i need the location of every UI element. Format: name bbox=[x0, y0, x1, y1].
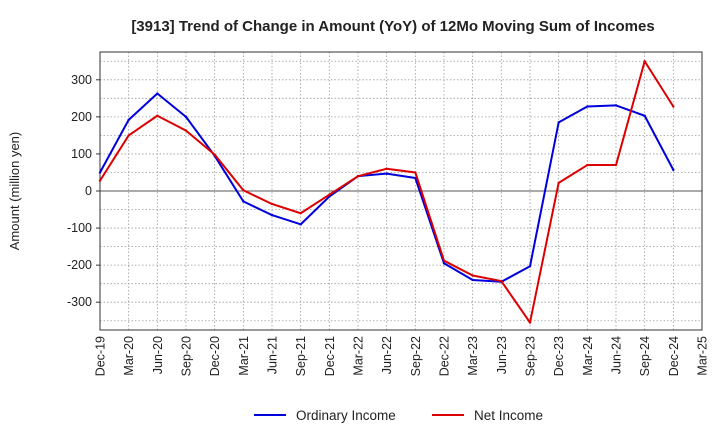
x-tick-label: Mar-23 bbox=[466, 336, 480, 376]
y-axis-title: Amount (million yen) bbox=[7, 132, 22, 251]
y-tick-label: 300 bbox=[71, 73, 92, 87]
x-tick-label: Sep-24 bbox=[638, 336, 652, 376]
y-tick-label: -300 bbox=[67, 295, 92, 309]
legend-item: Ordinary Income bbox=[254, 408, 396, 423]
data-point bbox=[270, 213, 274, 217]
x-tick-label: Mar-25 bbox=[696, 336, 710, 376]
data-point bbox=[471, 274, 474, 277]
data-point bbox=[184, 115, 188, 119]
legend-label: Ordinary Income bbox=[296, 408, 396, 423]
x-tick-label: Mar-21 bbox=[237, 336, 251, 376]
x-tick-label: Dec-21 bbox=[323, 336, 337, 376]
x-tick-label: Dec-24 bbox=[667, 336, 681, 376]
data-point bbox=[356, 174, 360, 178]
y-tick-label: 200 bbox=[71, 110, 92, 124]
x-tick-label: Dec-23 bbox=[552, 336, 566, 376]
x-tick-label: Jun-21 bbox=[266, 336, 280, 374]
data-point bbox=[586, 163, 589, 167]
chart-title: [3913] Trend of Change in Amount (YoY) o… bbox=[131, 18, 654, 35]
data-point bbox=[127, 118, 130, 122]
x-tick-label: Sep-21 bbox=[294, 336, 308, 376]
data-point bbox=[328, 193, 331, 196]
data-point bbox=[557, 121, 560, 124]
data-point bbox=[98, 179, 102, 182]
data-point bbox=[500, 279, 503, 283]
data-point bbox=[471, 278, 474, 282]
x-tick-label: Sep-22 bbox=[409, 336, 423, 376]
data-point bbox=[672, 105, 675, 108]
data-point bbox=[442, 262, 446, 265]
data-point bbox=[127, 134, 130, 137]
data-point bbox=[385, 167, 388, 170]
legend-label: Net Income bbox=[474, 408, 543, 423]
data-point bbox=[528, 321, 532, 324]
data-point bbox=[299, 212, 302, 215]
y-tick-label: -200 bbox=[67, 258, 92, 272]
x-tick-label: Mar-22 bbox=[352, 336, 366, 376]
x-tick-label: Jun-22 bbox=[380, 336, 394, 374]
data-point bbox=[643, 114, 646, 117]
x-tick-label: Dec-19 bbox=[94, 336, 108, 376]
y-tick-label: -100 bbox=[67, 221, 92, 235]
x-tick-label: Jun-24 bbox=[610, 336, 624, 374]
y-tick-label: 0 bbox=[85, 184, 92, 198]
data-point bbox=[586, 105, 589, 108]
x-tick-label: Sep-23 bbox=[524, 336, 538, 376]
data-point bbox=[98, 171, 102, 174]
data-point bbox=[672, 168, 675, 172]
x-tick-label: Jun-23 bbox=[495, 336, 509, 374]
x-tick-label: Jun-20 bbox=[151, 336, 165, 374]
x-tick-label: Dec-22 bbox=[438, 336, 452, 376]
data-point bbox=[614, 104, 618, 107]
data-point bbox=[528, 265, 532, 268]
x-tick-label: Mar-20 bbox=[122, 336, 136, 376]
data-point bbox=[414, 171, 417, 174]
plot-area: 300 200 100 0 -100 -200 -300 Dec-19 Mar-20 Jun-20… bbox=[67, 51, 710, 376]
x-tick-label: Sep-20 bbox=[180, 336, 194, 376]
y-tick-label: 100 bbox=[71, 147, 92, 161]
data-point bbox=[299, 223, 302, 226]
data-point bbox=[242, 189, 245, 192]
data-point bbox=[557, 181, 560, 185]
data-point bbox=[213, 153, 216, 156]
x-tick-label: Dec-20 bbox=[208, 336, 222, 376]
x-tick-label: Mar-24 bbox=[581, 336, 595, 376]
data-point bbox=[643, 60, 646, 63]
data-point bbox=[184, 129, 188, 132]
legend: Ordinary Income Net Income bbox=[254, 408, 543, 423]
data-point bbox=[614, 163, 618, 167]
data-point bbox=[385, 172, 388, 175]
data-point bbox=[442, 259, 446, 262]
data-point bbox=[156, 92, 159, 95]
data-point bbox=[242, 200, 245, 203]
data-point bbox=[270, 202, 274, 206]
legend-item: Net Income bbox=[432, 408, 543, 423]
data-point bbox=[156, 114, 159, 117]
